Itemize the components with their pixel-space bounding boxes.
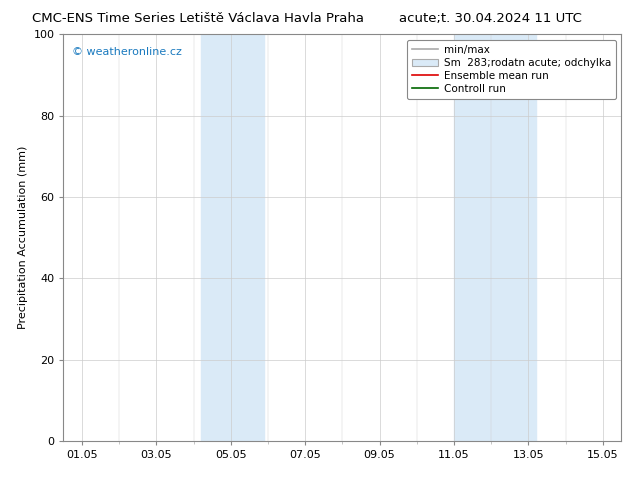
Bar [227, 34, 264, 441]
Bar [201, 34, 227, 441]
Text: acute;t. 30.04.2024 11 UTC: acute;t. 30.04.2024 11 UTC [399, 12, 582, 25]
Bar [454, 34, 480, 441]
Text: © weatheronline.cz: © weatheronline.cz [72, 47, 182, 56]
Text: CMC-ENS Time Series Letiště Václava Havla Praha: CMC-ENS Time Series Letiště Václava Havl… [32, 12, 364, 25]
Bar [480, 34, 536, 441]
Y-axis label: Precipitation Accumulation (mm): Precipitation Accumulation (mm) [18, 146, 28, 329]
Legend: min/max, Sm  283;rodatn acute; odchylka, Ensemble mean run, Controll run: min/max, Sm 283;rodatn acute; odchylka, … [407, 40, 616, 99]
